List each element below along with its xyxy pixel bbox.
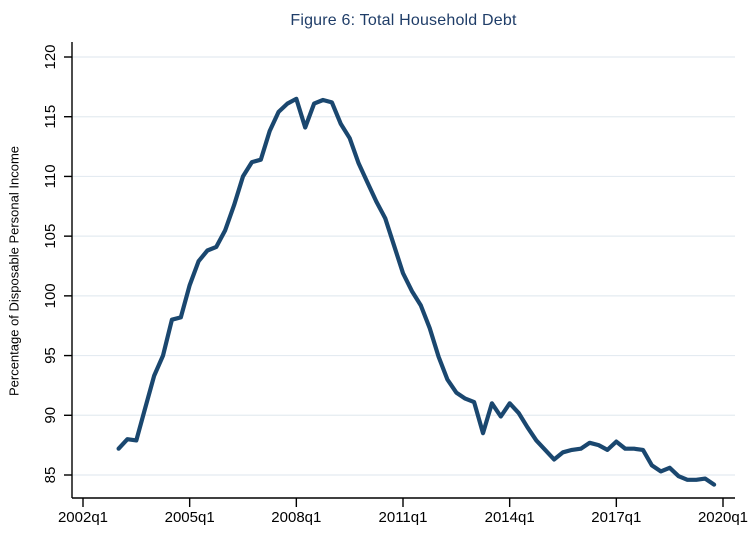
y-tick-label: 105 <box>42 224 59 249</box>
y-tick-label: 110 <box>42 164 59 188</box>
x-tick-label: 2020q1 <box>698 509 748 526</box>
y-tick-label: 115 <box>42 105 59 129</box>
y-tick-label: 85 <box>42 467 59 484</box>
chart-title: Figure 6: Total Household Debt <box>290 12 517 29</box>
x-tick-label: 2011q1 <box>379 509 428 526</box>
household-debt-line <box>116 96 717 487</box>
y-tick-label: 100 <box>42 283 59 308</box>
y-tick-label: 90 <box>42 407 59 424</box>
x-tick-label: 2014q1 <box>485 509 535 526</box>
x-tick-label: 2008q1 <box>271 509 321 526</box>
x-tick-label: 2017q1 <box>591 509 641 526</box>
y-tick-label: 120 <box>42 44 59 69</box>
y-tick-label: 95 <box>42 347 59 364</box>
x-tick-label: 2002q1 <box>58 509 108 526</box>
x-tick-label: 2005q1 <box>165 509 215 526</box>
